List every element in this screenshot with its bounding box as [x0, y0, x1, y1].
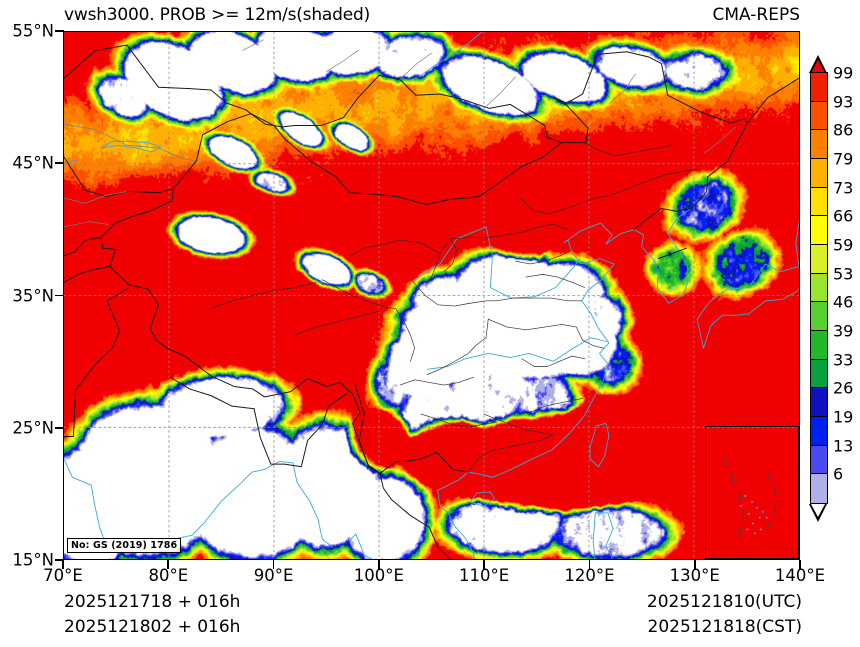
- colorbar-segment: [811, 216, 827, 245]
- footer-valid-time-cst: 2025121818(CST): [647, 617, 802, 637]
- x-axis-label: 120°E: [564, 566, 615, 585]
- colorbar-tick-label: 39: [833, 321, 854, 341]
- colorbar[interactable]: [810, 72, 828, 504]
- coastlines: [64, 32, 799, 559]
- y-tick: [55, 426, 64, 429]
- colorbar-segment: [811, 388, 827, 417]
- colorbar-tick-label: 59: [833, 235, 854, 255]
- colorbar-tick-label: 13: [833, 436, 854, 456]
- colorbar-segment: [811, 359, 827, 389]
- x-tick: [62, 560, 64, 569]
- colorbar-segment: [811, 187, 827, 217]
- colorbar-segment: [811, 101, 827, 131]
- provincial-borders: [210, 142, 697, 473]
- map-approval-number: No: GS (2019) 1786: [67, 538, 182, 553]
- model-label: CMA-REPS: [712, 5, 800, 25]
- x-axis-label: 80°E: [148, 566, 189, 585]
- x-tick: [272, 560, 275, 569]
- colorbar-tick-label: 19: [833, 407, 854, 427]
- colorbar-tick-label: 99: [833, 63, 854, 83]
- y-tick: [55, 559, 64, 561]
- probability-shading-layer: [64, 32, 799, 559]
- colorbar-over-arrow: [811, 59, 826, 73]
- x-tick: [378, 560, 380, 569]
- colorbar-tick-label: 33: [833, 350, 854, 370]
- x-tick: [483, 560, 485, 569]
- colorbar-segment: [811, 474, 827, 503]
- colorbar-tick-label: 86: [833, 120, 854, 140]
- x-axis-label: 110°E: [459, 566, 510, 585]
- colorbar-tick-label: 66: [833, 206, 854, 226]
- colorbar-segment: [811, 245, 827, 274]
- colorbar-tick-label: 6: [833, 464, 844, 484]
- colorbar-tick-label: 73: [833, 178, 854, 198]
- x-tick: [799, 560, 801, 569]
- colorbar-segment: [811, 159, 827, 188]
- y-tick: [55, 162, 64, 165]
- map-overlay-layer: [64, 32, 799, 559]
- y-axis-label: 45°N: [12, 153, 54, 173]
- colorbar-segment: [811, 331, 827, 360]
- x-axis-label: 140°E: [774, 566, 826, 585]
- x-axis-label: 70°E: [43, 566, 83, 585]
- graticule: [64, 32, 799, 559]
- colorbar-tick-label: 53: [833, 264, 854, 284]
- y-axis-label: 25°N: [12, 418, 54, 438]
- colorbar-segment: [811, 73, 827, 102]
- colorbar-segment: [811, 445, 827, 475]
- colorbar-segment: [811, 273, 827, 303]
- y-axis-label: 55°N: [12, 21, 54, 41]
- foreign-admin-borders: [64, 39, 737, 228]
- colorbar-under-arrow: [811, 504, 826, 517]
- x-axis-label: 100°E: [353, 566, 404, 585]
- y-axis-label: 35°N: [12, 286, 54, 305]
- colorbar-segment: [811, 417, 827, 446]
- colorbar-tick-label: 26: [833, 378, 854, 398]
- colorbar-segment: [811, 302, 827, 331]
- footer-valid-time-utc: 2025121810(UTC): [646, 592, 802, 612]
- x-tick: [693, 560, 696, 569]
- x-axis-label: 130°E: [669, 566, 720, 585]
- y-tick: [55, 30, 64, 32]
- x-tick: [167, 560, 170, 569]
- y-axis-label: 15°N: [12, 550, 54, 570]
- footer-init-time-cst: 2025121802 + 016h: [64, 617, 241, 637]
- colorbar-segment: [811, 130, 827, 159]
- map-plot-area[interactable]: No: GS (2019) 1786: [63, 31, 800, 560]
- colorbar-tick-label: 93: [833, 92, 854, 112]
- x-axis-label: 90°E: [253, 566, 294, 585]
- page-title: vwsh3000. PROB >= 12m/s(shaded): [64, 5, 371, 25]
- footer-init-time-utc: 2025121718 + 016h: [64, 592, 241, 612]
- national-borders: [64, 44, 799, 559]
- colorbar-tick-label: 79: [833, 149, 854, 169]
- x-tick: [588, 560, 591, 569]
- colorbar-tick-label: 46: [833, 292, 854, 312]
- y-tick: [55, 294, 64, 297]
